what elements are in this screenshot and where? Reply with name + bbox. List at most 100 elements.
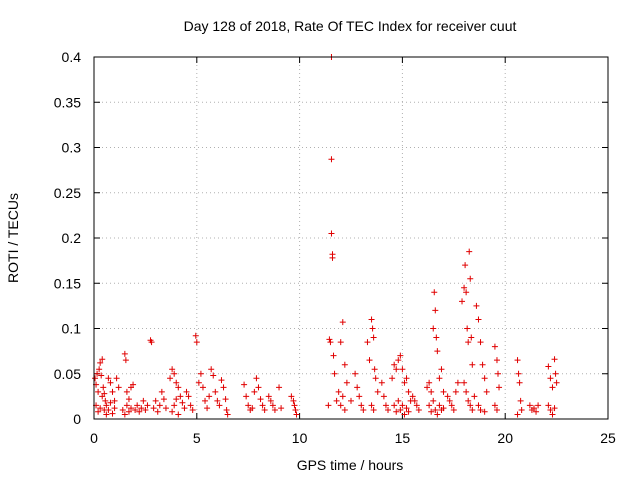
x-tick-label: 15 (395, 430, 411, 446)
data-point (288, 393, 295, 400)
data-point (202, 397, 209, 404)
data-points (92, 54, 560, 418)
x-tick-label: 10 (292, 430, 308, 446)
data-point (493, 357, 500, 364)
data-point (111, 397, 118, 404)
data-point (434, 348, 441, 355)
data-point (464, 325, 471, 332)
data-point (545, 402, 552, 409)
data-point (249, 405, 256, 412)
data-point (491, 343, 498, 350)
data-point (109, 410, 116, 417)
data-point (493, 406, 500, 413)
data-point (115, 384, 122, 391)
plot-frame (93, 56, 609, 420)
data-point (461, 284, 468, 291)
data-point (187, 402, 194, 409)
data-point (368, 402, 375, 409)
data-point (128, 405, 135, 412)
data-point (413, 402, 420, 409)
data-point (160, 396, 167, 403)
data-point (466, 248, 473, 255)
data-point (459, 298, 466, 305)
data-point (514, 357, 521, 364)
data-point (341, 406, 348, 413)
data-point (98, 372, 105, 379)
data-point (438, 366, 445, 373)
data-point (469, 361, 476, 368)
data-point (175, 384, 182, 391)
data-point (432, 307, 439, 314)
data-point (189, 406, 196, 413)
data-point (397, 406, 404, 413)
data-point (107, 399, 114, 406)
data-point (257, 396, 264, 403)
data-point (328, 156, 335, 163)
data-point (440, 405, 447, 412)
data-point (366, 357, 373, 364)
data-point (356, 393, 363, 400)
data-point (291, 402, 298, 409)
data-point (113, 375, 120, 382)
data-point (171, 370, 178, 377)
y-tick-label: 0.15 (54, 275, 81, 291)
data-point (97, 405, 104, 412)
data-point (222, 396, 229, 403)
data-point (553, 379, 560, 386)
data-point (450, 406, 457, 413)
data-point (119, 406, 126, 413)
data-point (428, 408, 435, 415)
data-point (467, 402, 474, 409)
data-point (337, 402, 344, 409)
data-point (496, 384, 503, 391)
data-point (169, 408, 176, 415)
data-point (251, 388, 258, 395)
data-point (95, 408, 102, 415)
data-point (243, 393, 250, 400)
data-point (267, 397, 274, 404)
data-point (495, 370, 502, 377)
data-point (428, 388, 435, 395)
data-point (181, 405, 188, 412)
data-point (329, 254, 336, 261)
x-axis-label: GPS time / hours (297, 457, 404, 473)
data-point (183, 388, 190, 395)
data-point (518, 406, 525, 413)
data-point (328, 230, 335, 237)
data-point (125, 408, 132, 415)
data-point (380, 393, 387, 400)
data-point (99, 356, 106, 363)
data-point (269, 402, 276, 409)
data-point (516, 379, 523, 386)
data-point (517, 397, 524, 404)
data-point (204, 405, 211, 412)
data-point (434, 411, 441, 418)
data-point (481, 375, 488, 382)
data-point (216, 402, 223, 409)
data-point (327, 339, 334, 346)
data-point (97, 359, 104, 366)
data-point (369, 325, 376, 332)
y-tick-label: 0 (73, 411, 81, 427)
data-point (446, 397, 453, 404)
data-point (96, 366, 103, 373)
data-point (224, 411, 231, 418)
data-point (395, 357, 402, 364)
data-point (214, 397, 221, 404)
data-point (125, 396, 132, 403)
data-point (136, 408, 143, 415)
data-point (130, 381, 137, 388)
data-point (140, 397, 147, 404)
data-point (360, 406, 367, 413)
data-point (467, 275, 474, 282)
data-point (218, 377, 225, 384)
y-tick-label: 0.1 (62, 321, 82, 337)
x-tick-label: 25 (600, 430, 616, 446)
data-point (391, 361, 398, 368)
data-point (551, 405, 558, 412)
data-point (403, 405, 410, 412)
data-point (433, 334, 440, 341)
data-point (142, 406, 149, 413)
data-point (440, 388, 447, 395)
